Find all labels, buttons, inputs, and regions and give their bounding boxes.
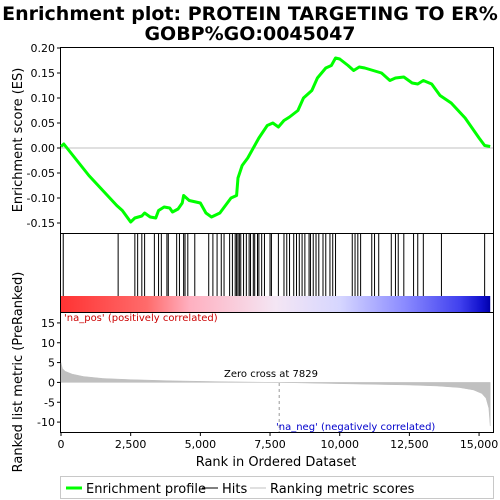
es-y-axis-label: Enrichment score (ES) [11,68,26,213]
es-y-tick-label: 0.15 [31,67,56,80]
ranking-y-tick-label: 15 [41,317,55,330]
x-tick-label: 12,500 [390,438,429,451]
legend-label-hits: Hits [222,482,247,497]
chart-title-line1: Enrichment plot: PROTEIN TARGETING TO ER… [2,3,498,25]
es-panel-frame [60,47,494,234]
ranking-y-tick-label: -10 [37,416,55,429]
ranking-y-axis-label: Ranked list metric (PreRanked) [11,272,26,473]
es-y-axis: -0.15 -0.10 -0.05 0.00 0.05 0.10 0.15 0.20 [27,42,61,230]
ranking-y-tick-label: 5 [48,357,55,370]
legend-label-enrichment: Enrichment profile [86,482,206,497]
es-y-tick-label: 0.10 [31,92,56,105]
es-line-layer [59,56,491,224]
pos-correlated-label: 'na_pos' (positively correlated) [64,313,218,324]
ranking-metric-area [60,362,491,427]
es-y-tick-label: -0.15 [27,217,55,230]
ranking-y-tick-label: 10 [41,337,55,350]
legend-box [60,476,494,499]
ranking-y-tick-label: 0 [48,376,55,389]
zero-cross-label: Zero cross at 7829 [224,369,318,380]
es-line [59,56,491,224]
es-y-tick-label: 0.05 [31,117,56,130]
ranking-heat-band [61,296,491,312]
x-tick-label: 10,000 [320,438,359,451]
ranking-metric-layer [60,362,491,432]
ranking-y-axis: -10 -5 0 5 10 15 [37,317,61,429]
x-tick-label: 2,500 [115,438,147,451]
x-tick-label: 0 [58,438,65,451]
x-axis: 0 2,500 5,000 7,500 10,000 12,500 15,000 [58,432,499,451]
ranking-panel-frame [60,312,494,433]
es-y-tick-label: -0.05 [27,167,55,180]
es-y-tick-label: 0.00 [31,142,56,155]
legend-label-ranking: Ranking metric scores [270,482,415,497]
x-tick-label: 5,000 [185,438,217,451]
ranking-y-tick-label: -5 [44,396,55,409]
hits-layer [62,234,486,296]
es-y-tick-label: -0.10 [27,192,55,205]
x-axis-label: Rank in Ordered Dataset [196,455,357,470]
chart-title-line2: GOBP%GO:0045047 [144,23,355,45]
x-tick-label: 15,000 [460,438,499,451]
neg-correlated-label: 'na_neg' (negatively correlated) [276,422,435,433]
es-y-tick-label: 0.20 [31,42,56,55]
x-tick-label: 7,500 [254,438,286,451]
